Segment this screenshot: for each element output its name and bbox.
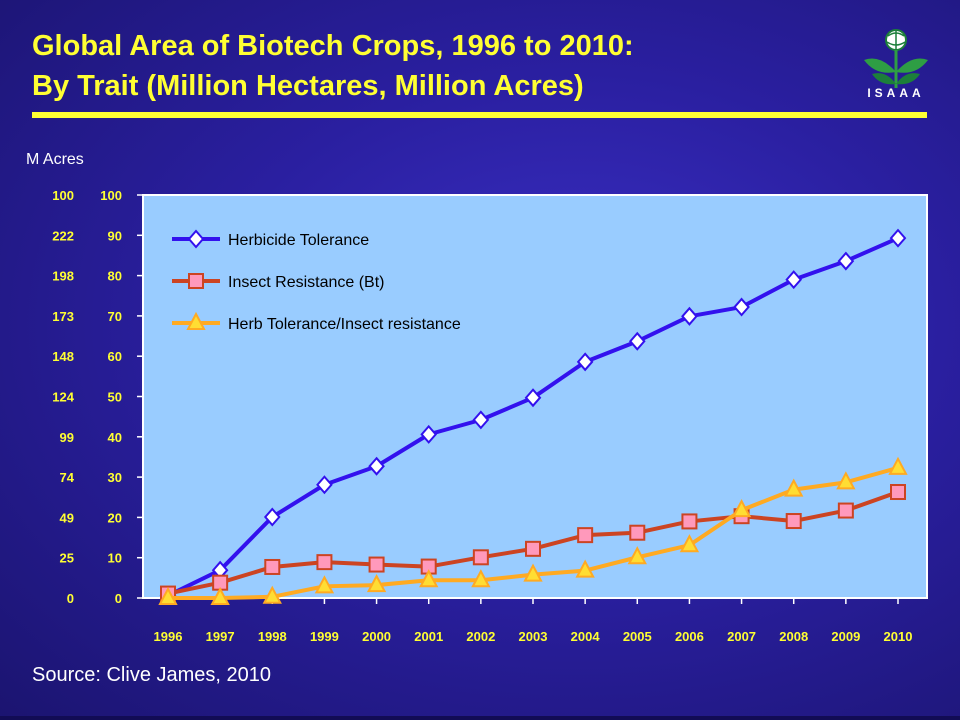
y-tick-label: 30 bbox=[108, 470, 122, 485]
isaaa-logo-icon bbox=[864, 29, 928, 88]
x-tick-label: 2004 bbox=[571, 629, 601, 644]
x-tick-label: 2003 bbox=[519, 629, 548, 644]
y-tick-label: 100 bbox=[100, 188, 122, 203]
acres-tick-label: 148 bbox=[52, 349, 74, 364]
y-tick-label: 40 bbox=[108, 430, 122, 445]
title-line-1: Global Area of Biotech Crops, 1996 to 20… bbox=[32, 30, 634, 62]
data-point-square bbox=[525, 540, 541, 557]
logo-text: ISAAA bbox=[867, 86, 925, 100]
acres-tick-label: 99 bbox=[60, 430, 74, 445]
data-point-triangle bbox=[471, 569, 491, 588]
y-tick-label: 90 bbox=[108, 228, 122, 243]
x-tick-label: 1999 bbox=[310, 629, 339, 644]
data-point-diamond bbox=[628, 331, 646, 351]
data-point-triangle bbox=[210, 586, 230, 605]
legend-label: Insect Resistance (Bt) bbox=[228, 274, 385, 291]
x-tick-label: 2005 bbox=[623, 629, 652, 644]
data-point-diamond bbox=[368, 456, 385, 476]
x-tick-label: 2010 bbox=[884, 629, 913, 644]
y-tick-label: 0 bbox=[115, 591, 122, 606]
data-point-triangle bbox=[679, 534, 700, 553]
y-tick-label: 80 bbox=[108, 269, 122, 284]
data-point-triangle bbox=[158, 586, 178, 605]
legend-marker-triangle bbox=[186, 311, 206, 330]
data-point-diamond bbox=[524, 388, 542, 408]
data-point-diamond bbox=[316, 475, 333, 495]
data-point-triangle bbox=[366, 573, 387, 593]
x-tick-label: 2001 bbox=[414, 629, 443, 644]
title-underline bbox=[32, 112, 927, 118]
x-tick-label: 2002 bbox=[466, 629, 495, 644]
legend-marker-diamond bbox=[187, 229, 205, 249]
acres-tick-label: 198 bbox=[52, 269, 74, 284]
title-line-2: By Trait (Million Hectares, Million Acre… bbox=[32, 70, 584, 102]
legend-label: Herbicide Tolerance bbox=[228, 232, 369, 249]
slide-title: Global Area of Biotech Crops, 1996 to 20… bbox=[32, 26, 832, 106]
x-tick-label: 1996 bbox=[154, 629, 183, 644]
legend-label: Herb Tolerance/Insect resistance bbox=[228, 316, 461, 333]
data-point-triangle bbox=[784, 478, 804, 497]
x-tick-label: 2008 bbox=[779, 629, 808, 644]
data-point-square bbox=[629, 524, 646, 541]
x-tick-label: 2007 bbox=[727, 629, 756, 644]
acres-tick-label: 222 bbox=[52, 228, 74, 243]
data-point-diamond bbox=[889, 228, 907, 248]
data-point-triangle bbox=[314, 575, 335, 594]
acres-tick-label: 25 bbox=[60, 551, 74, 566]
data-point-diamond bbox=[837, 251, 855, 271]
data-point-triangle bbox=[523, 563, 543, 582]
data-point-triangle bbox=[731, 499, 752, 518]
data-point-triangle bbox=[419, 569, 439, 588]
data-point-diamond bbox=[785, 270, 803, 290]
acres-axis-label: M Acres bbox=[26, 151, 84, 168]
acres-tick-label: 74 bbox=[60, 470, 75, 485]
data-point-triangle bbox=[262, 585, 282, 604]
plot-area bbox=[142, 194, 928, 599]
data-point-diamond bbox=[472, 410, 490, 430]
data-point-diamond bbox=[420, 424, 438, 444]
acres-tick-label: 49 bbox=[60, 510, 74, 525]
data-point-diamond bbox=[681, 306, 698, 326]
y-tick-label: 70 bbox=[108, 309, 122, 324]
data-point-triangle bbox=[836, 471, 856, 490]
data-point-square bbox=[264, 558, 281, 575]
acres-tick-label: 124 bbox=[52, 390, 74, 405]
data-point-square bbox=[368, 556, 385, 573]
source-text: Source: Clive James, 2010 bbox=[32, 664, 272, 686]
data-point-square bbox=[837, 502, 854, 519]
acres-tick-label: 0 bbox=[67, 591, 74, 606]
y-tick-label: 50 bbox=[108, 390, 122, 405]
data-point-square bbox=[472, 549, 489, 566]
data-point-triangle bbox=[627, 546, 647, 565]
acres-tick-label: 100 bbox=[52, 188, 74, 203]
y-tick-label: 20 bbox=[108, 510, 122, 525]
legend-marker-square bbox=[188, 273, 204, 289]
data-point-diamond bbox=[733, 297, 750, 317]
data-point-diamond bbox=[576, 352, 594, 372]
x-tick-label: 2000 bbox=[362, 629, 391, 644]
data-point-square bbox=[681, 513, 698, 530]
data-point-triangle bbox=[575, 559, 595, 578]
data-point-square bbox=[890, 484, 906, 501]
data-point-square bbox=[577, 527, 594, 544]
x-tick-label: 1998 bbox=[258, 629, 287, 644]
data-point-triangle bbox=[888, 456, 908, 475]
y-tick-label: 60 bbox=[108, 349, 122, 364]
x-tick-label: 2006 bbox=[675, 629, 704, 644]
x-tick-label: 2009 bbox=[831, 629, 860, 644]
data-point-square bbox=[316, 554, 333, 571]
data-point-diamond bbox=[263, 507, 281, 527]
y-tick-label: 10 bbox=[108, 551, 122, 566]
acres-tick-label: 173 bbox=[52, 309, 74, 324]
x-tick-label: 1997 bbox=[206, 629, 235, 644]
bottom-divider bbox=[0, 716, 960, 720]
data-point-square bbox=[785, 513, 802, 530]
